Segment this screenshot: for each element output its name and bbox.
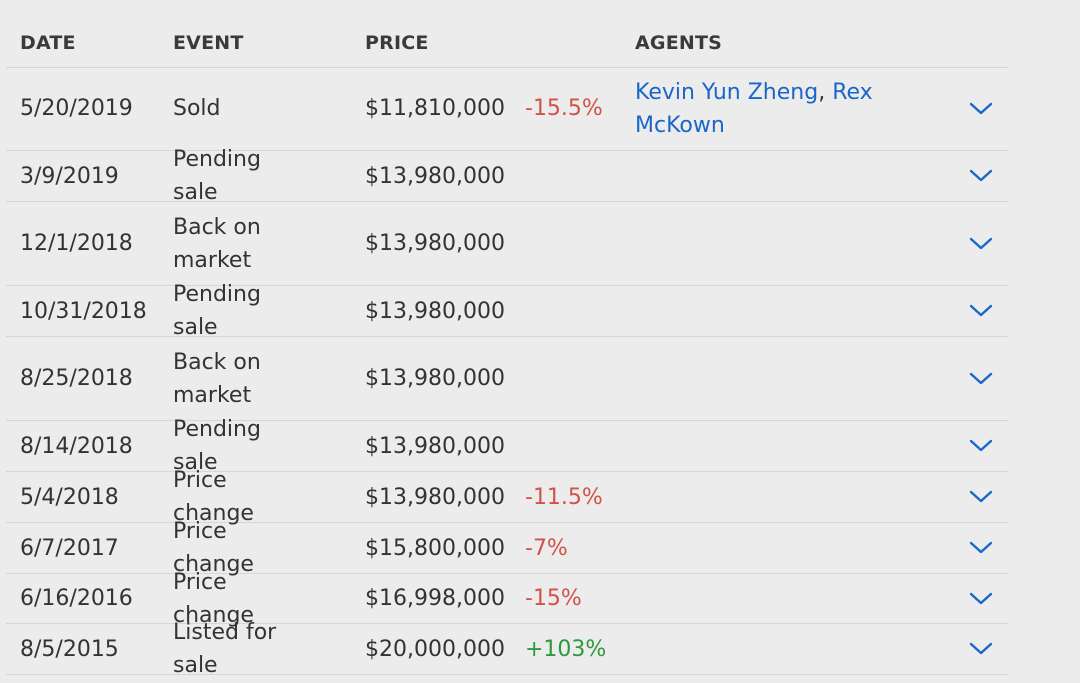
price-cell: $13,980,000	[365, 484, 505, 510]
agents-cell	[635, 523, 935, 573]
event-cell: Sold	[173, 96, 221, 121]
event-column-cell: Back on market	[173, 337, 348, 420]
agents-cell	[635, 286, 935, 336]
table-row[interactable]: 8/5/2015 Listed for sale $20,000,000 +103%	[6, 620, 1008, 678]
table-row[interactable]: 5/20/2019 Sold $11,810,000 -15.5% Kevin Yun …	[6, 67, 1008, 151]
date-cell: 8/14/2018	[20, 433, 133, 459]
event-cell: Pending sale	[173, 282, 261, 340]
event-column-cell: Pending sale	[173, 147, 348, 205]
event-column-cell: Pending sale	[173, 417, 348, 475]
price-change-cell	[525, 337, 625, 420]
event-cell: Back on market	[173, 214, 261, 273]
agents-cell: Kevin Yun Zheng, Rex McKown	[635, 67, 935, 150]
chevron-down-icon[interactable]	[961, 202, 1001, 285]
date-cell: 10/31/2018	[20, 298, 147, 324]
date-cell: 5/20/2019	[20, 96, 133, 121]
price-cell: $13,980,000	[365, 231, 505, 256]
price-change-cell	[525, 421, 625, 471]
date-cell: 12/1/2018	[20, 231, 133, 256]
agents-cell	[635, 421, 935, 471]
agents-cell	[635, 337, 935, 420]
price-change-cell: -7%	[525, 535, 568, 561]
chevron-down-icon[interactable]	[961, 337, 1001, 420]
chevron-down-icon[interactable]	[961, 151, 1001, 201]
price-change-cell: +103%	[525, 636, 607, 662]
table-row[interactable]: 8/14/2018 Pending sale $13,980,000	[6, 417, 1008, 475]
price-cell: $11,810,000	[365, 96, 505, 121]
table-row[interactable]: 6/16/2016 Price change $16,998,000 -15%	[6, 570, 1008, 628]
date-cell: 3/9/2019	[20, 163, 119, 189]
event-cell: Back on market	[173, 349, 261, 408]
table-row[interactable]: 8/25/2018 Back on market $13,980,000	[6, 337, 1008, 421]
agents-cell	[635, 624, 935, 674]
table-row[interactable]: 10/31/2018 Pending sale $13,980,000	[6, 282, 1008, 340]
date-cell: 6/7/2017	[20, 535, 119, 561]
price-change-cell	[525, 286, 625, 336]
column-header-price: PRICE	[365, 32, 429, 54]
event-column-cell: Price change	[173, 570, 348, 628]
event-column-cell: Listed for sale	[173, 620, 348, 678]
agents-cell	[635, 202, 935, 285]
event-column-cell: Pending sale	[173, 282, 348, 340]
chevron-down-icon[interactable]	[961, 523, 1001, 573]
price-change-cell: -15%	[525, 586, 582, 611]
event-column-cell: Back on market	[173, 202, 348, 285]
event-cell: Price change	[173, 569, 254, 628]
date-cell: 5/4/2018	[20, 484, 119, 510]
column-header-date: DATE	[20, 32, 76, 54]
price-cell: $13,980,000	[365, 298, 505, 324]
agents-cell	[635, 472, 935, 522]
event-column-cell: Price change	[173, 468, 348, 526]
price-change-cell: -15.5%	[525, 96, 603, 121]
chevron-down-icon[interactable]	[961, 472, 1001, 522]
agent-link[interactable]: Rex McKown	[635, 79, 873, 138]
chevron-down-icon[interactable]	[961, 421, 1001, 471]
column-header-event: EVENT	[173, 32, 244, 54]
event-cell: Price change	[173, 468, 254, 526]
table-row[interactable]: 12/1/2018 Back on market $13,980,000	[6, 202, 1008, 286]
price-cell: $13,980,000	[365, 433, 505, 459]
table-row[interactable]: 6/7/2017 Price change $15,800,000 -7%	[6, 519, 1008, 577]
agents-cell	[635, 151, 935, 201]
price-cell: $13,980,000	[365, 366, 505, 391]
price-cell: $20,000,000	[365, 636, 505, 662]
price-change-cell	[525, 151, 625, 201]
agent-separator: ,	[818, 79, 826, 105]
chevron-down-icon[interactable]	[961, 67, 1001, 150]
price-change-cell: -11.5%	[525, 484, 603, 510]
table-row[interactable]: 3/9/2019 Pending sale $13,980,000	[6, 147, 1008, 205]
agent-link[interactable]: Kevin Yun Zheng	[635, 79, 819, 105]
event-column-cell: Price change	[173, 519, 348, 577]
date-cell: 8/5/2015	[20, 636, 119, 662]
price-cell: $13,980,000	[365, 163, 505, 189]
event-cell: Pending sale	[173, 417, 261, 475]
price-cell: $16,998,000	[365, 586, 505, 611]
date-cell: 8/25/2018	[20, 366, 133, 391]
event-column-cell: Sold	[173, 67, 348, 150]
table-header: DATE EVENT PRICE AGENTS	[6, 0, 1008, 68]
date-cell: 6/16/2016	[20, 586, 133, 611]
table-row[interactable]: 5/4/2018 Price change $13,980,000 -11.5%	[6, 468, 1008, 526]
price-cell: $15,800,000	[365, 535, 505, 561]
agents-cell	[635, 574, 935, 623]
event-cell: Price change	[173, 519, 254, 577]
chevron-down-icon[interactable]	[961, 286, 1001, 336]
chevron-down-icon[interactable]	[961, 574, 1001, 623]
price-change-cell	[525, 202, 625, 285]
event-cell: Listed for sale	[173, 620, 277, 678]
chevron-down-icon[interactable]	[961, 624, 1001, 674]
column-header-agents: AGENTS	[635, 32, 723, 54]
event-cell: Pending sale	[173, 147, 261, 205]
